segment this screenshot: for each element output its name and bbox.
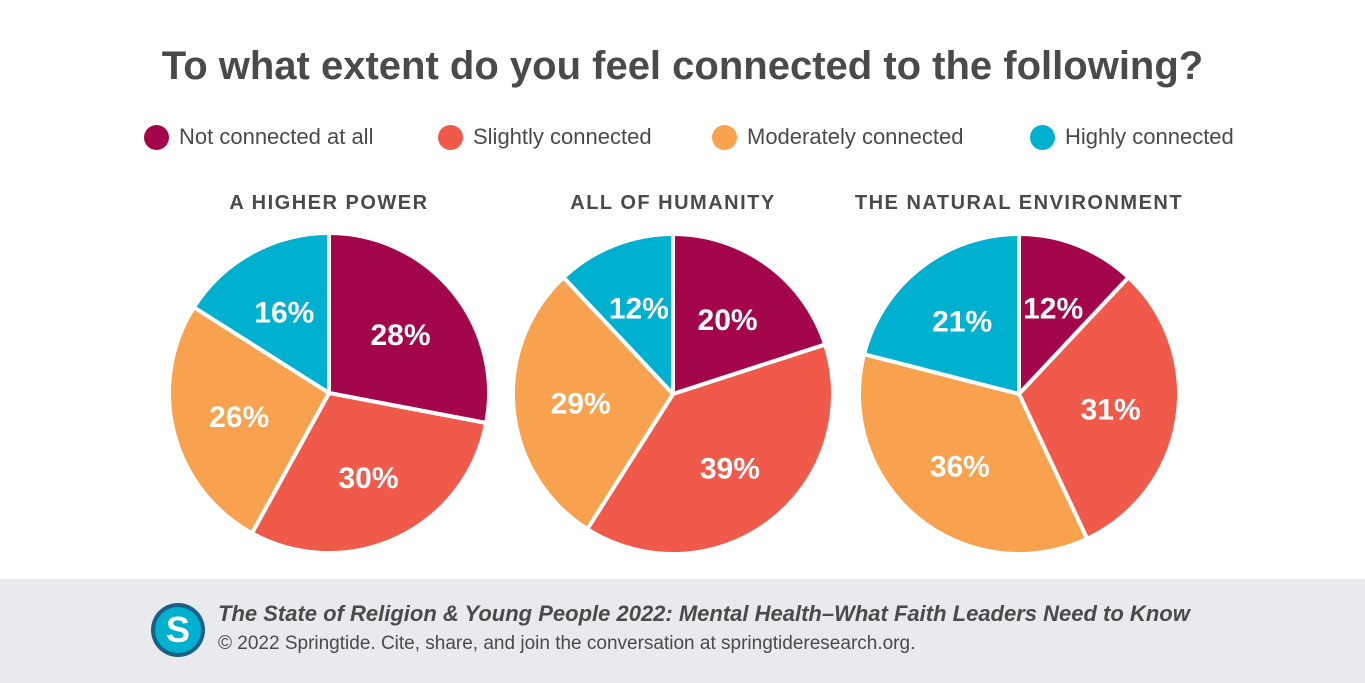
legend-label-moderately-connected: Moderately connected xyxy=(747,124,964,149)
pie-label-not-connected: 12% xyxy=(1023,293,1083,326)
pie-slice-not-connected xyxy=(327,231,491,425)
pie-label-highly-connected: 12% xyxy=(609,293,669,326)
pie-label-not-connected: 28% xyxy=(370,319,430,352)
legend-swatch-moderately-connected xyxy=(712,124,737,150)
legend: Not connected at all Slightly connected … xyxy=(140,122,1260,152)
pie-charts: A HIGHER POWER 28% 30% 26% 16% ALL OF HUMANIT… xyxy=(167,192,1183,556)
pie-slice-slightly-connected xyxy=(1017,275,1181,541)
legend-swatch-highly-connected xyxy=(1030,124,1055,150)
legend-swatch-not-connected xyxy=(144,124,169,150)
pie-slice-moderately-connected xyxy=(167,305,331,536)
springtide-logo: S xyxy=(151,603,205,657)
legend-item-highly-connected: Highly connected xyxy=(1030,122,1234,152)
pie-chart-2: ALL OF HUMANITY 20% 39% 29% 12% xyxy=(511,192,835,556)
footer: S The State of Religion & Young People 2… xyxy=(0,579,1365,683)
legend-label-not-connected: Not connected at all xyxy=(179,124,374,149)
pie-label-moderately-connected: 36% xyxy=(930,451,990,484)
pie-slice-highly-connected xyxy=(561,232,675,396)
pie-title: ALL OF HUMANITY xyxy=(570,192,775,214)
pie-slice-moderately-connected xyxy=(511,275,675,532)
pie-slice-slightly-connected xyxy=(249,391,489,555)
legend-item-not-connected: Not connected at all xyxy=(144,122,373,152)
legend-item-slightly-connected: Slightly connected xyxy=(438,122,652,152)
chart-title: To what extent do you feel connected to … xyxy=(161,44,1204,88)
pie-label-highly-connected: 16% xyxy=(254,297,314,330)
pie-slice-not-connected xyxy=(1017,232,1131,396)
pie-label-not-connected: 20% xyxy=(698,304,758,337)
pie-label-slightly-connected: 39% xyxy=(700,452,760,485)
pie-chart-3: THE NATURAL ENVIRONMENT 12% 31% 36% 21% xyxy=(855,192,1183,556)
pie-chart-1: A HIGHER POWER 28% 30% 26% 16% xyxy=(167,192,491,555)
pie-slice-moderately-connected xyxy=(857,352,1090,556)
legend-label-highly-connected: Highly connected xyxy=(1065,124,1234,149)
logo-letter: S xyxy=(166,609,190,650)
pie-slice-slightly-connected xyxy=(585,342,835,556)
legend-label-slightly-connected: Slightly connected xyxy=(473,124,652,149)
pie-slice-highly-connected xyxy=(191,231,331,395)
pie-slice-highly-connected xyxy=(862,232,1021,396)
pie-label-moderately-connected: 29% xyxy=(551,388,611,421)
pie-label-moderately-connected: 26% xyxy=(209,401,269,434)
pie-title: THE NATURAL ENVIRONMENT xyxy=(855,192,1183,214)
pie-label-slightly-connected: 31% xyxy=(1081,394,1141,427)
legend-swatch-slightly-connected xyxy=(438,124,463,150)
legend-item-moderately-connected: Moderately connected xyxy=(712,122,963,152)
publication-title: The State of Religion & Young People 202… xyxy=(218,601,1190,626)
pie-slice-not-connected xyxy=(671,232,828,396)
pie-label-highly-connected: 21% xyxy=(932,306,992,339)
pie-title: A HIGHER POWER xyxy=(229,192,428,214)
copyright-text: © 2022 Springtide. Cite, share, and join… xyxy=(218,633,916,654)
pie-label-slightly-connected: 30% xyxy=(338,462,398,495)
